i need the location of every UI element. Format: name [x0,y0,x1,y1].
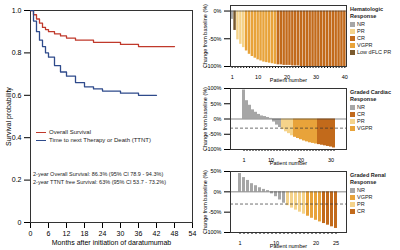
svg-text:-100%: -100% [205,229,222,236]
svg-text:12: 12 [63,230,71,237]
svg-text:Patient number: Patient number [270,160,307,166]
svg-text:20: 20 [313,240,319,246]
svg-text:0.2: 0.2 [12,176,22,183]
svg-text:18: 18 [81,230,89,237]
svg-text:24: 24 [99,230,107,237]
svg-text:50%: 50% [210,168,221,174]
svg-text:30: 30 [313,74,319,80]
svg-text:10: 10 [255,74,261,80]
svg-text:0%: 0% [214,116,222,122]
html-text:Low dFLC PR: Low dFLC PR [357,49,392,55]
svg-text:1.0: 1.0 [12,7,22,14]
html-text:Graded Cardiac Response: Graded Cardiac Response [350,89,391,102]
svg-text:-100%: -100% [205,63,222,70]
svg-text:42: 42 [153,230,161,237]
html-text:Overall Survival: Overall Survival [49,129,91,135]
svg-text:-50%: -50% [209,131,222,137]
svg-text:0%: 0% [214,189,222,195]
svg-text:30: 30 [328,157,334,163]
svg-text:100%: 100% [207,85,221,91]
html-text:NR: NR [357,21,365,27]
svg-text:Change from baseline (%): Change from baseline (%) [202,170,208,234]
svg-text:25: 25 [333,240,339,246]
svg-text:0.6: 0.6 [12,92,22,99]
svg-text:-50%: -50% [209,209,222,215]
svg-text:0: 0 [29,230,33,237]
svg-text:50%: 50% [210,101,221,107]
svg-text:Survival probability: Survival probability [5,87,13,146]
svg-text:Change from baseline (%): Change from baseline (%) [202,87,208,151]
html-text:Hematologic Response: Hematologic Response [350,6,383,19]
html-text:CR: CR [357,208,365,214]
svg-text:0%: 0% [214,8,222,14]
svg-text:48: 48 [171,230,179,237]
svg-text:0.8: 0.8 [12,49,22,56]
svg-text:30: 30 [117,230,125,237]
html-text:CR: CR [357,111,365,117]
html-text:NR: NR [357,104,365,110]
html-text:PR: PR [357,201,365,207]
html-text:Graded Renal Response: Graded Renal Response [350,172,386,185]
svg-text:1: 1 [231,74,234,80]
html-text:VGPR: VGPR [357,194,373,200]
svg-text:0.4: 0.4 [12,134,22,141]
svg-text:6: 6 [47,230,51,237]
html-text:NR: NR [357,187,365,193]
svg-text:1: 1 [242,157,245,163]
svg-text:Change from baseline (%): Change from baseline (%) [202,4,208,68]
svg-text:1: 1 [238,240,241,246]
html-text:PR: PR [357,118,365,124]
svg-text:-100%: -100% [205,146,222,153]
html-text:Time to next Therapy or Death: Time to next Therapy or Death (TTNT) [49,137,151,143]
svg-text:-50%: -50% [209,36,222,42]
html-text:VGPR: VGPR [357,125,373,131]
svg-text:54: 54 [189,230,197,237]
svg-text:Months after initiation of dar: Months after initiation of daratumumab [52,239,172,246]
svg-text:36: 36 [135,230,143,237]
html-text:2-year TTNT free Survival: 63%: 2-year TTNT free Survival: 63% (95% CI 5… [33,179,167,185]
svg-text:40: 40 [342,74,348,80]
html-text:PR: PR [357,28,365,34]
html-text:2-year Overall Survival: 86.3%: 2-year Overall Survival: 86.3% (95% CI 7… [33,171,164,177]
svg-text:Patient number: Patient number [270,243,307,249]
html-text:VGPR: VGPR [357,42,373,48]
svg-text:0: 0 [18,219,22,226]
svg-text:Patient number: Patient number [270,77,307,83]
html-text:CR: CR [357,35,365,41]
